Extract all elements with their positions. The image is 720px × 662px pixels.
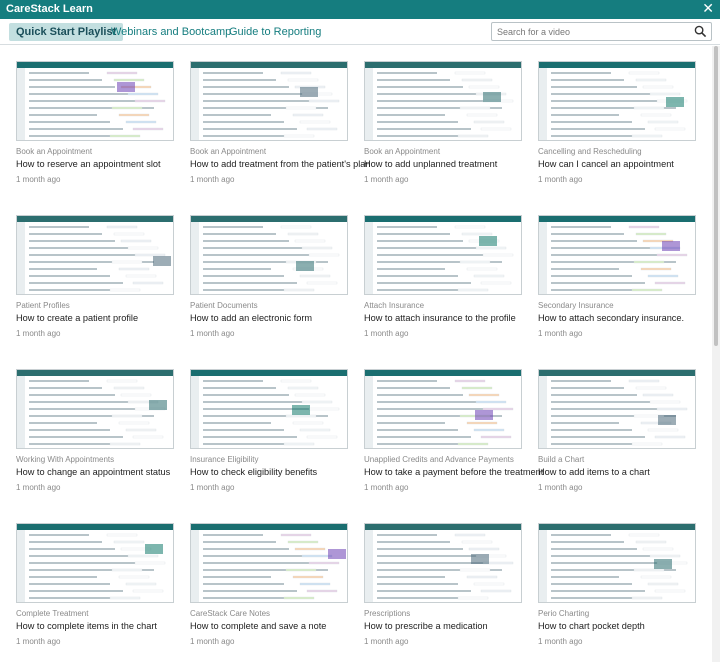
- video-title[interactable]: How can I cancel an appointment: [538, 159, 674, 169]
- video-age: 1 month ago: [190, 637, 235, 646]
- video-card[interactable]: CareStack Care Notes How to complete and …: [190, 523, 348, 662]
- video-thumbnail[interactable]: [538, 369, 696, 449]
- video-grid: Book an Appointment How to reserve an app…: [0, 46, 712, 662]
- video-age: 1 month ago: [364, 329, 409, 338]
- video-category: Perio Charting: [538, 609, 590, 618]
- video-card[interactable]: Patient Documents How to add an electroni…: [190, 215, 348, 355]
- video-category: Book an Appointment: [16, 147, 93, 156]
- video-age: 1 month ago: [190, 175, 235, 184]
- video-category: Patient Documents: [190, 301, 258, 310]
- video-thumbnail[interactable]: [190, 61, 348, 141]
- video-category: Build a Chart: [538, 455, 585, 464]
- video-thumbnail[interactable]: [364, 61, 522, 141]
- video-age: 1 month ago: [190, 329, 235, 338]
- search-box: [491, 22, 712, 41]
- video-card[interactable]: Prescriptions How to prescribe a medicati…: [364, 523, 522, 662]
- tab-guide-to-reporting[interactable]: Guide to Reporting: [229, 26, 322, 38]
- video-card[interactable]: Book an Appointment How to add treatment …: [190, 61, 371, 201]
- video-thumbnail[interactable]: [16, 61, 174, 141]
- video-age: 1 month ago: [364, 175, 409, 184]
- video-title[interactable]: How to complete items in the chart: [16, 621, 157, 631]
- video-title[interactable]: How to reserve an appointment slot: [16, 159, 161, 169]
- video-category: Secondary Insurance: [538, 301, 614, 310]
- video-age: 1 month ago: [538, 637, 583, 646]
- video-age: 1 month ago: [538, 329, 583, 338]
- video-title[interactable]: How to add items to a chart: [538, 467, 650, 477]
- video-title[interactable]: How to change an appointment status: [16, 467, 171, 477]
- video-title[interactable]: How to chart pocket depth: [538, 621, 645, 631]
- video-title[interactable]: How to add an electronic form: [190, 313, 313, 323]
- video-thumbnail[interactable]: [190, 215, 348, 295]
- video-age: 1 month ago: [538, 483, 583, 492]
- video-age: 1 month ago: [16, 329, 61, 338]
- video-title[interactable]: How to attach secondary insurance.: [538, 313, 685, 323]
- video-card[interactable]: Unapplied Credits and Advance Payments Ho…: [364, 369, 543, 509]
- video-category: Prescriptions: [364, 609, 411, 618]
- video-age: 1 month ago: [16, 483, 61, 492]
- video-title[interactable]: How to add unplanned treatment: [364, 159, 498, 169]
- app-title: CareStack Learn: [6, 3, 93, 15]
- video-thumbnail[interactable]: [16, 215, 174, 295]
- video-card[interactable]: Book an Appointment How to reserve an app…: [16, 61, 174, 201]
- video-title[interactable]: How to add treatment from the patient's …: [190, 159, 371, 169]
- close-icon[interactable]: ✕: [702, 1, 714, 17]
- video-thumbnail[interactable]: [16, 369, 174, 449]
- video-age: 1 month ago: [364, 637, 409, 646]
- video-age: 1 month ago: [16, 175, 61, 184]
- video-age: 1 month ago: [538, 175, 583, 184]
- video-category: Patient Profiles: [16, 301, 70, 310]
- video-card[interactable]: Secondary Insurance How to attach seconda…: [538, 215, 696, 355]
- tab-webinars-and-bootcamp[interactable]: Webinars and Bootcamp: [111, 26, 232, 38]
- video-title[interactable]: How to take a payment before the treatme…: [364, 467, 544, 477]
- search-icon[interactable]: [694, 25, 707, 38]
- video-category: Cancelling and Rescheduling: [538, 147, 642, 156]
- video-card[interactable]: Attach Insurance How to attach insurance …: [364, 215, 522, 355]
- video-card[interactable]: Working With Appointments How to change a…: [16, 369, 174, 509]
- video-card[interactable]: Perio Charting How to chart pocket depth 1…: [538, 523, 696, 662]
- video-category: Insurance Eligibility: [190, 455, 259, 464]
- video-thumbnail[interactable]: [364, 369, 522, 449]
- video-card[interactable]: Book an Appointment How to add unplanned …: [364, 61, 522, 201]
- video-category: Attach Insurance: [364, 301, 425, 310]
- scrollbar[interactable]: [712, 46, 720, 662]
- video-category: Book an Appointment: [364, 147, 441, 156]
- video-thumbnail[interactable]: [364, 523, 522, 603]
- video-thumbnail[interactable]: [190, 523, 348, 603]
- video-category: Working With Appointments: [16, 455, 115, 464]
- video-age: 1 month ago: [364, 483, 409, 492]
- video-thumbnail[interactable]: [364, 215, 522, 295]
- video-category: CareStack Care Notes: [190, 609, 271, 618]
- video-card[interactable]: Build a Chart How to add items to a chart…: [538, 369, 696, 509]
- video-card[interactable]: Complete Treatment How to complete items …: [16, 523, 174, 662]
- video-card[interactable]: Insurance Eligibility How to check eligib…: [190, 369, 348, 509]
- video-thumbnail[interactable]: [16, 523, 174, 603]
- video-thumbnail[interactable]: [538, 523, 696, 603]
- video-card[interactable]: Cancelling and Rescheduling How can I can…: [538, 61, 696, 201]
- video-age: 1 month ago: [16, 637, 61, 646]
- video-card[interactable]: Patient Profiles How to create a patient …: [16, 215, 174, 355]
- video-thumbnail[interactable]: [190, 369, 348, 449]
- search-input[interactable]: [497, 24, 687, 39]
- video-title[interactable]: How to check eligibility benefits: [190, 467, 318, 477]
- video-thumbnail[interactable]: [538, 61, 696, 141]
- tab-quick-start-playlist[interactable]: Quick Start Playlist: [9, 23, 124, 41]
- video-title[interactable]: How to attach insurance to the profile: [364, 313, 516, 323]
- video-category: Complete Treatment: [16, 609, 89, 618]
- video-category: Unapplied Credits and Advance Payments: [364, 455, 514, 464]
- video-age: 1 month ago: [190, 483, 235, 492]
- video-title[interactable]: How to complete and save a note: [190, 621, 327, 631]
- video-thumbnail[interactable]: [538, 215, 696, 295]
- title-bar: CareStack Learn ✕: [0, 0, 720, 19]
- video-category: Book an Appointment: [190, 147, 267, 156]
- video-title[interactable]: How to prescribe a medication: [364, 621, 488, 631]
- video-title[interactable]: How to create a patient profile: [16, 313, 139, 323]
- scrollbar-thumb[interactable]: [714, 46, 718, 346]
